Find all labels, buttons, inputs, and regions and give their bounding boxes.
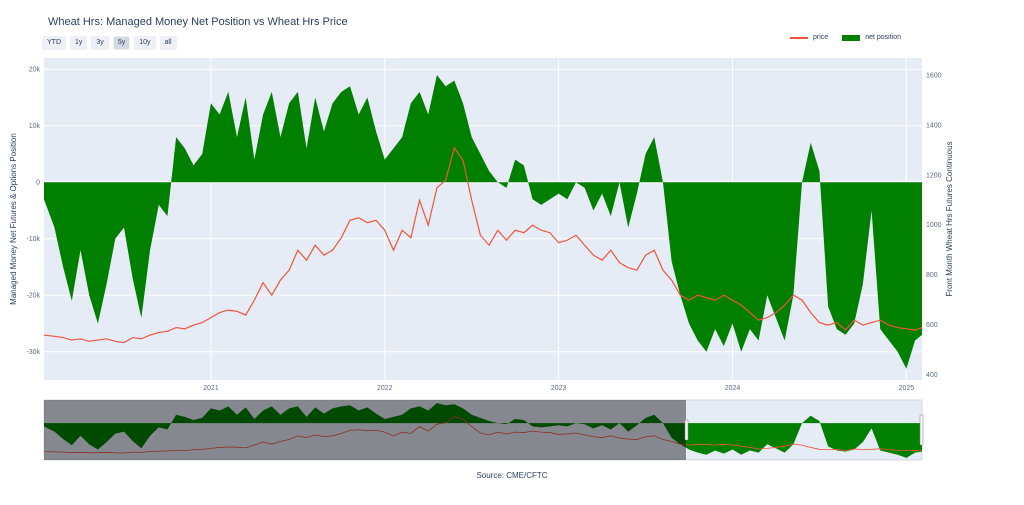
y-right-tick-label: 800 xyxy=(926,272,938,279)
y-left-axis-title: Managed Money Net Futures & Options Posi… xyxy=(9,133,18,305)
y-right-tick-label: 1000 xyxy=(926,222,942,229)
x-tick-label: 2024 xyxy=(725,385,741,392)
y-right-tick-label: 1400 xyxy=(926,122,942,129)
x-tick-label: 2021 xyxy=(203,385,219,392)
legend-net-position-box-icon xyxy=(842,34,861,41)
y-left-axis-ticks: 20k 10k 0 -10k -20k -30k xyxy=(26,66,40,355)
range-selector: YTD 1y 3y 5y 10y all xyxy=(42,36,177,50)
range-button-ytd[interactable]: YTD xyxy=(42,36,66,50)
x-tick-label: 2022 xyxy=(377,385,393,392)
range-button-all[interactable]: all xyxy=(159,36,177,50)
range-slider-unselected-mask xyxy=(44,400,686,460)
chart-title: Wheat Hrs: Managed Money Net Position vs… xyxy=(48,16,348,28)
range-button-5y[interactable]: 5y xyxy=(112,36,131,50)
y-left-tick-label: -30k xyxy=(26,349,40,356)
y-right-tick-label: 600 xyxy=(926,322,938,329)
range-button-10y[interactable]: 10y xyxy=(134,36,156,50)
y-right-axis-title: Front Month Wheat Hrs Futures Continuous xyxy=(945,141,954,296)
y-left-tick-label: 10k xyxy=(29,123,41,130)
y-right-tick-label: 400 xyxy=(926,372,938,379)
range-slider-right-handle[interactable] xyxy=(919,414,924,446)
y-right-tick-label: 1200 xyxy=(926,172,942,179)
y-right-axis-ticks: 1600 1400 1200 1000 800 600 400 xyxy=(926,72,942,379)
legend-item-price[interactable]: price xyxy=(790,34,828,41)
y-left-tick-label: 20k xyxy=(29,66,41,73)
range-button-1y[interactable]: 1y xyxy=(70,36,88,50)
range-slider[interactable] xyxy=(43,399,924,461)
y-left-tick-label: -20k xyxy=(26,292,40,299)
x-tick-label: 2025 xyxy=(899,385,915,392)
range-slider-left-handle[interactable] xyxy=(684,419,689,441)
legend: price net position xyxy=(790,34,901,41)
legend-net-position-label: net position xyxy=(865,34,901,41)
y-left-tick-label: 0 xyxy=(36,179,40,186)
range-slider-price-line xyxy=(43,416,923,454)
source-label: Source: CME/CFTC xyxy=(476,471,548,480)
legend-price-label: price xyxy=(813,34,829,41)
legend-item-net-position[interactable]: net position xyxy=(842,34,901,41)
range-button-3y[interactable]: 3y xyxy=(91,36,109,50)
x-axis-ticks: 2021 2022 2023 2024 2025 xyxy=(203,385,914,392)
y-left-tick-label: -10k xyxy=(26,236,40,243)
x-tick-label: 2023 xyxy=(551,385,567,392)
price-line xyxy=(43,146,923,344)
net-position-area xyxy=(44,74,922,369)
y-right-tick-label: 1600 xyxy=(926,72,942,79)
legend-price-line-icon xyxy=(790,36,808,39)
